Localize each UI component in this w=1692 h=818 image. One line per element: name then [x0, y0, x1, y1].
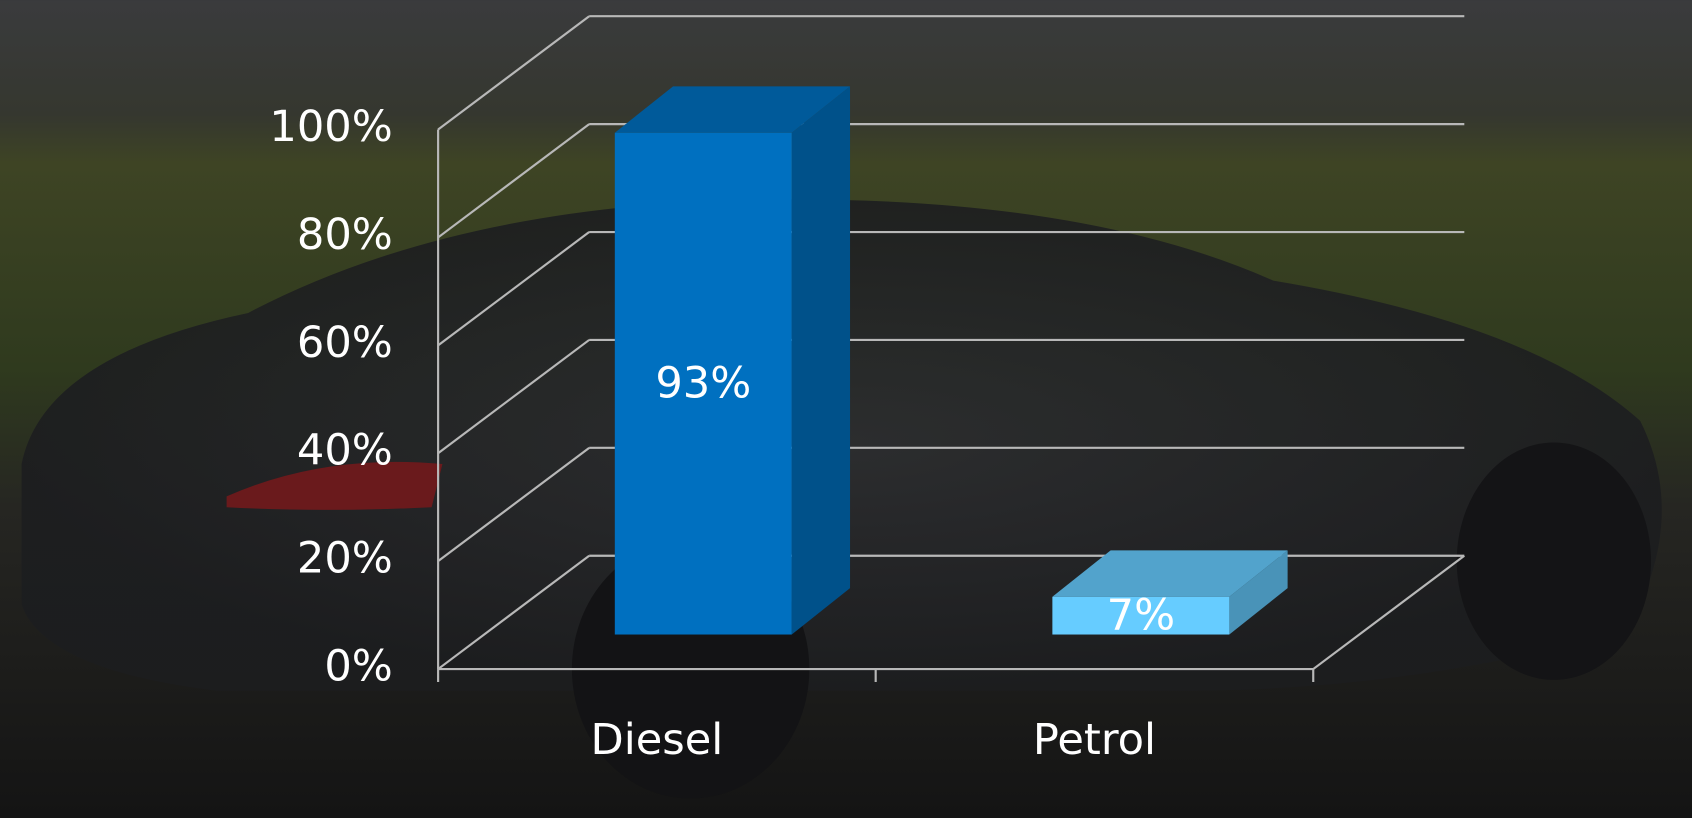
y-tick-label: 100%: [269, 102, 392, 152]
value-label: 7%: [1107, 590, 1175, 640]
y-tick-label: 60%: [297, 318, 393, 368]
y-tick-label: 20%: [297, 534, 393, 584]
bar-side: [792, 86, 850, 634]
page: 0%20%40%60%80%100%Diesel93%Petrol7% (() …: [0, 0, 1692, 818]
chart: 0% 20% 40% 60% 80% 100% Diesel 93% Petrol 7%: [0, 0, 1692, 818]
y-tick-label: 0%: [324, 642, 392, 692]
x-tick-label: Petrol: [1033, 715, 1156, 765]
y-tick-label: 40%: [297, 426, 393, 476]
y-tick-label: 80%: [297, 210, 393, 260]
car-wheel: [1457, 442, 1651, 679]
x-tick-label: Diesel: [590, 715, 723, 765]
value-label: 93%: [655, 358, 751, 408]
